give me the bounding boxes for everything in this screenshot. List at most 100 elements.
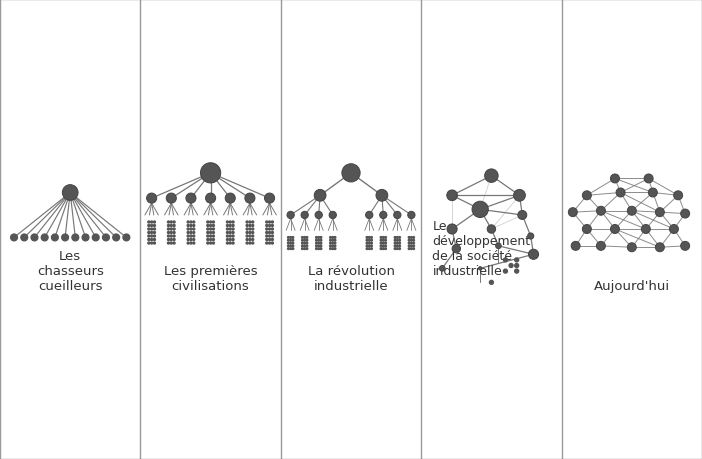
Circle shape [472,202,489,218]
Circle shape [290,246,291,247]
Circle shape [207,232,208,234]
Circle shape [399,246,400,247]
Circle shape [318,248,319,250]
Circle shape [227,225,228,227]
Circle shape [597,242,605,251]
Circle shape [173,225,175,227]
Circle shape [371,240,372,241]
Circle shape [288,240,289,241]
Circle shape [151,229,152,230]
Circle shape [154,242,155,245]
Circle shape [413,237,414,239]
Circle shape [330,237,331,239]
Circle shape [304,240,305,241]
Circle shape [272,239,273,241]
Circle shape [503,269,508,274]
Circle shape [230,239,231,241]
Circle shape [148,232,150,234]
Circle shape [411,248,412,250]
Circle shape [252,229,253,230]
Circle shape [290,237,291,239]
Circle shape [232,242,234,245]
Text: La révolution
industrielle: La révolution industrielle [307,264,395,292]
Circle shape [529,250,538,260]
Circle shape [611,225,619,234]
Circle shape [207,242,208,245]
Circle shape [397,248,398,250]
Circle shape [123,235,130,241]
Circle shape [210,242,211,245]
Circle shape [302,246,303,247]
Circle shape [292,243,293,244]
Circle shape [171,222,172,224]
Circle shape [269,222,270,224]
Circle shape [171,235,172,237]
Circle shape [411,240,412,241]
Circle shape [334,237,336,239]
Circle shape [290,243,291,244]
Circle shape [409,237,410,239]
Circle shape [207,225,208,227]
Circle shape [292,240,293,241]
Circle shape [213,225,214,227]
Circle shape [318,243,319,244]
Circle shape [193,242,194,245]
Circle shape [266,242,267,245]
Circle shape [168,225,169,227]
Circle shape [168,242,169,245]
Circle shape [266,239,267,241]
Circle shape [207,239,208,241]
Circle shape [369,248,370,250]
Circle shape [399,237,400,239]
Circle shape [249,239,251,241]
Circle shape [193,222,194,224]
Circle shape [232,239,234,241]
Circle shape [330,246,331,247]
Circle shape [232,232,234,234]
Circle shape [411,243,412,244]
Circle shape [611,174,619,184]
Circle shape [232,229,234,230]
Circle shape [246,235,248,237]
Circle shape [210,232,211,234]
Circle shape [334,240,336,241]
Circle shape [249,235,251,237]
Circle shape [318,246,319,247]
Circle shape [210,225,211,227]
Circle shape [210,235,211,237]
Circle shape [315,212,322,219]
Circle shape [332,248,333,250]
Circle shape [272,235,273,237]
Circle shape [230,235,231,237]
Text: Les
chasseurs
cueilleurs: Les chasseurs cueilleurs [37,250,104,292]
Circle shape [173,229,175,230]
Circle shape [249,229,251,230]
Circle shape [249,232,251,234]
Circle shape [148,222,150,224]
Circle shape [366,243,368,244]
Circle shape [213,229,214,230]
Circle shape [644,174,653,184]
Circle shape [301,212,308,219]
Text: Aujourd'hui: Aujourd'hui [594,280,670,292]
Circle shape [316,246,317,247]
Circle shape [213,232,214,234]
Circle shape [302,240,303,241]
Circle shape [487,225,496,234]
Circle shape [227,239,228,241]
Circle shape [304,243,305,244]
Circle shape [515,269,519,274]
Circle shape [306,243,307,244]
Circle shape [385,243,386,244]
Circle shape [187,239,189,241]
Circle shape [371,243,372,244]
Circle shape [190,232,192,234]
Circle shape [269,225,270,227]
Circle shape [656,208,664,217]
Circle shape [397,240,398,241]
Circle shape [411,237,412,239]
Circle shape [102,235,110,241]
Circle shape [249,225,251,227]
Circle shape [290,248,291,250]
Circle shape [302,243,303,244]
